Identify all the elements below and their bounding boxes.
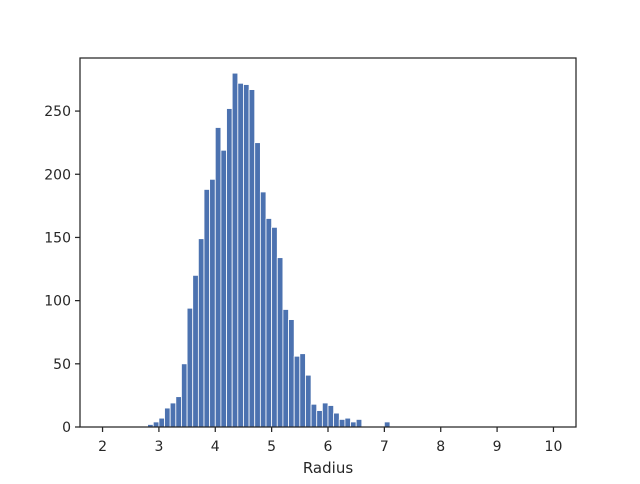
y-tick-label: 250 (44, 104, 71, 120)
histogram-bar (344, 417, 351, 428)
histogram-bar (350, 421, 357, 428)
histogram-bar (288, 319, 295, 428)
histogram-bar (333, 412, 340, 428)
plot-frame (79, 57, 577, 428)
histogram-bar (209, 178, 216, 428)
histogram-bar (220, 149, 227, 428)
y-tick-label: 100 (44, 294, 71, 310)
y-tick-label: 150 (44, 230, 71, 246)
histogram-bar (305, 374, 312, 428)
y-tick-label: 50 (53, 357, 71, 373)
histogram-bar (197, 238, 205, 428)
x-tick-label: 6 (324, 439, 333, 455)
x-tick-label: 4 (211, 439, 220, 455)
histogram-bar (265, 218, 273, 428)
x-tick-label: 8 (436, 439, 445, 455)
histogram-bar (181, 363, 188, 428)
histogram-bar (355, 419, 363, 428)
histogram-bar (203, 189, 211, 428)
histogram-bar (293, 355, 301, 428)
histogram-bar (169, 402, 177, 428)
histogram-bar (158, 417, 165, 428)
histogram-bar (259, 191, 267, 428)
histogram-bar (186, 307, 194, 428)
x-tick-label: 9 (493, 439, 502, 455)
histogram-bar (338, 419, 346, 428)
x-tick-label: 5 (267, 439, 276, 455)
histogram-bar (276, 257, 284, 428)
histogram-bar (383, 421, 391, 428)
histogram-bar (327, 405, 335, 428)
histogram-bar (214, 127, 222, 428)
bars-layer (147, 72, 391, 428)
histogram-bar (299, 353, 306, 428)
x-tick-label: 7 (380, 439, 389, 455)
histogram-bar (231, 72, 239, 428)
y-tick-label: 200 (44, 167, 71, 183)
histogram-bar (282, 309, 289, 428)
x-axis-label: Radius (303, 459, 353, 477)
histogram-bar (164, 407, 171, 428)
histogram-bar (321, 402, 329, 428)
histogram-bar (271, 226, 278, 428)
x-tick-label: 2 (98, 439, 107, 455)
histogram-bar (152, 421, 160, 428)
histogram-bar (254, 142, 261, 428)
histogram-bar (237, 82, 244, 428)
histogram-bar (248, 89, 256, 428)
histogram-bar (226, 108, 233, 428)
x-tick-label: 3 (154, 439, 163, 455)
x-tick-label: 10 (545, 439, 563, 455)
histogram-bar (310, 403, 318, 428)
histogram-bar (192, 274, 199, 428)
histogram-bar (243, 84, 250, 428)
histogram-bar (175, 396, 182, 428)
histogram-bar (316, 410, 323, 428)
y-tick-label: 0 (62, 420, 71, 436)
